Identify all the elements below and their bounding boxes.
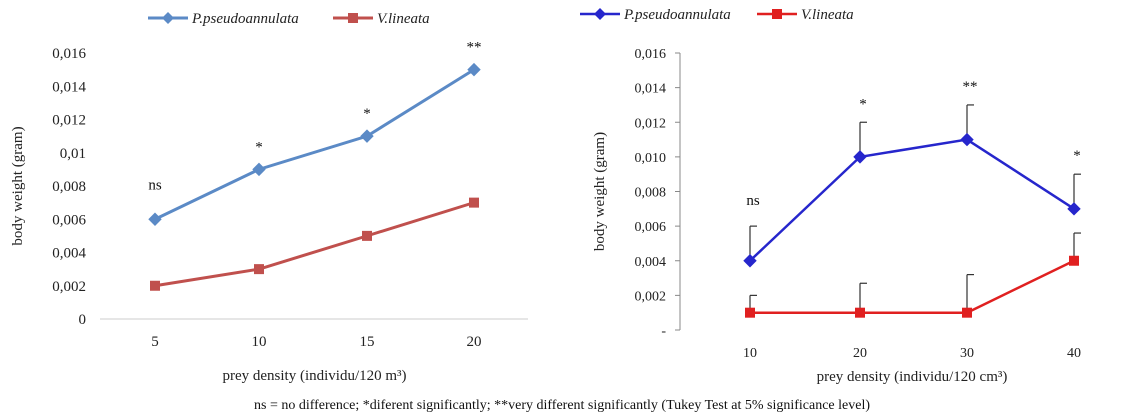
data-point-diamond — [853, 150, 867, 164]
significance-annotation: ns — [746, 193, 760, 209]
right-chart: - 0,002 0,004 0,006 0,008 0,010 0,012 0,014 0,01… — [580, 7, 1081, 385]
y-tick-label: 0,014 — [52, 79, 86, 95]
data-point-diamond — [148, 212, 162, 226]
series-line-0 — [154, 68, 475, 221]
x-tick-label: 20 — [853, 346, 867, 361]
y-tick-label: 0,004 — [635, 255, 667, 270]
legend-entry: P.pseudoannulata — [580, 7, 731, 23]
legend-label: V.lineata — [801, 7, 854, 23]
x-tick-label: 10 — [252, 334, 267, 350]
data-point-square — [469, 197, 479, 208]
data-point-diamond — [252, 162, 266, 177]
y-tick-label: 0 — [79, 312, 87, 328]
significance-annotation: ** — [467, 40, 482, 56]
legend-marker-square — [348, 13, 358, 23]
y-tick-label: 0,008 — [52, 179, 86, 195]
significance-annotation: * — [255, 139, 263, 155]
y-axis-label: body weight (gram) — [10, 126, 26, 245]
data-point-diamond — [360, 129, 374, 143]
significance-annotation: ns — [148, 177, 162, 193]
data-point-diamond — [1067, 202, 1081, 216]
series-line-1 — [750, 259, 1075, 314]
data-point-square — [745, 307, 755, 318]
significance-annotation: * — [363, 106, 371, 122]
y-tick-label: 0,014 — [635, 82, 667, 97]
y-tick-label: 0,006 — [635, 220, 667, 235]
significance-annotation: ** — [963, 79, 978, 95]
y-tick-label: 0,004 — [52, 246, 86, 262]
data-point-diamond — [743, 254, 757, 268]
legend-label: V.lineata — [377, 11, 430, 27]
data-point-square — [962, 307, 972, 318]
y-tick-label: 0,012 — [635, 116, 667, 131]
y-tick-label: 0,016 — [635, 47, 667, 62]
y-tick-label: 0,01 — [60, 146, 86, 162]
legend-marker-diamond — [162, 12, 174, 24]
data-point-square — [362, 230, 372, 241]
figure-caption: ns = no difference; *diferent significan… — [254, 398, 870, 413]
y-tick-label: 0,002 — [52, 279, 86, 295]
series-line-0 — [749, 138, 1075, 262]
data-point-square — [254, 264, 264, 275]
y-tick-label: 0,002 — [635, 289, 667, 304]
legend-entry: V.lineata — [757, 7, 854, 23]
x-axis-label: prey density (individu/120 cm³) — [817, 369, 1008, 385]
data-point-diamond — [960, 132, 974, 147]
x-tick-label: 10 — [743, 346, 757, 361]
left-chart: 0 0,002 0,004 0,006 0,008 0,01 0,012 0,014 0,016… — [10, 11, 528, 384]
data-point-diamond — [467, 62, 481, 77]
x-tick-label: 30 — [960, 346, 974, 361]
legend-label: P.pseudoannulata — [623, 7, 731, 23]
data-point-square — [150, 280, 160, 291]
x-tick-label: 5 — [151, 334, 159, 350]
y-tick-label: - — [661, 324, 666, 339]
x-tick-label: 15 — [360, 334, 375, 350]
legend-label: P.pseudoannulata — [191, 11, 299, 27]
y-tick-label: 0,010 — [635, 151, 667, 166]
legend-entry: P.pseudoannulata — [148, 11, 299, 27]
legend-marker-diamond — [594, 8, 606, 20]
legend-entry: V.lineata — [333, 11, 430, 27]
legend-marker-square — [772, 9, 782, 19]
significance-annotation: * — [859, 96, 867, 112]
data-point-square — [1069, 255, 1079, 266]
data-point-square — [855, 307, 865, 318]
x-tick-label: 20 — [467, 334, 482, 350]
x-axis-label: prey density (individu/120 m³) — [222, 368, 406, 384]
y-tick-label: 0,012 — [52, 113, 86, 129]
x-tick-label: 40 — [1067, 346, 1081, 361]
y-tick-label: 0,016 — [52, 46, 86, 62]
y-tick-label: 0,006 — [52, 212, 86, 228]
y-tick-label: 0,008 — [635, 186, 667, 201]
significance-annotation: * — [1073, 148, 1081, 164]
series-line-1 — [154, 201, 475, 288]
y-axis-label: body weight (gram) — [592, 132, 608, 251]
